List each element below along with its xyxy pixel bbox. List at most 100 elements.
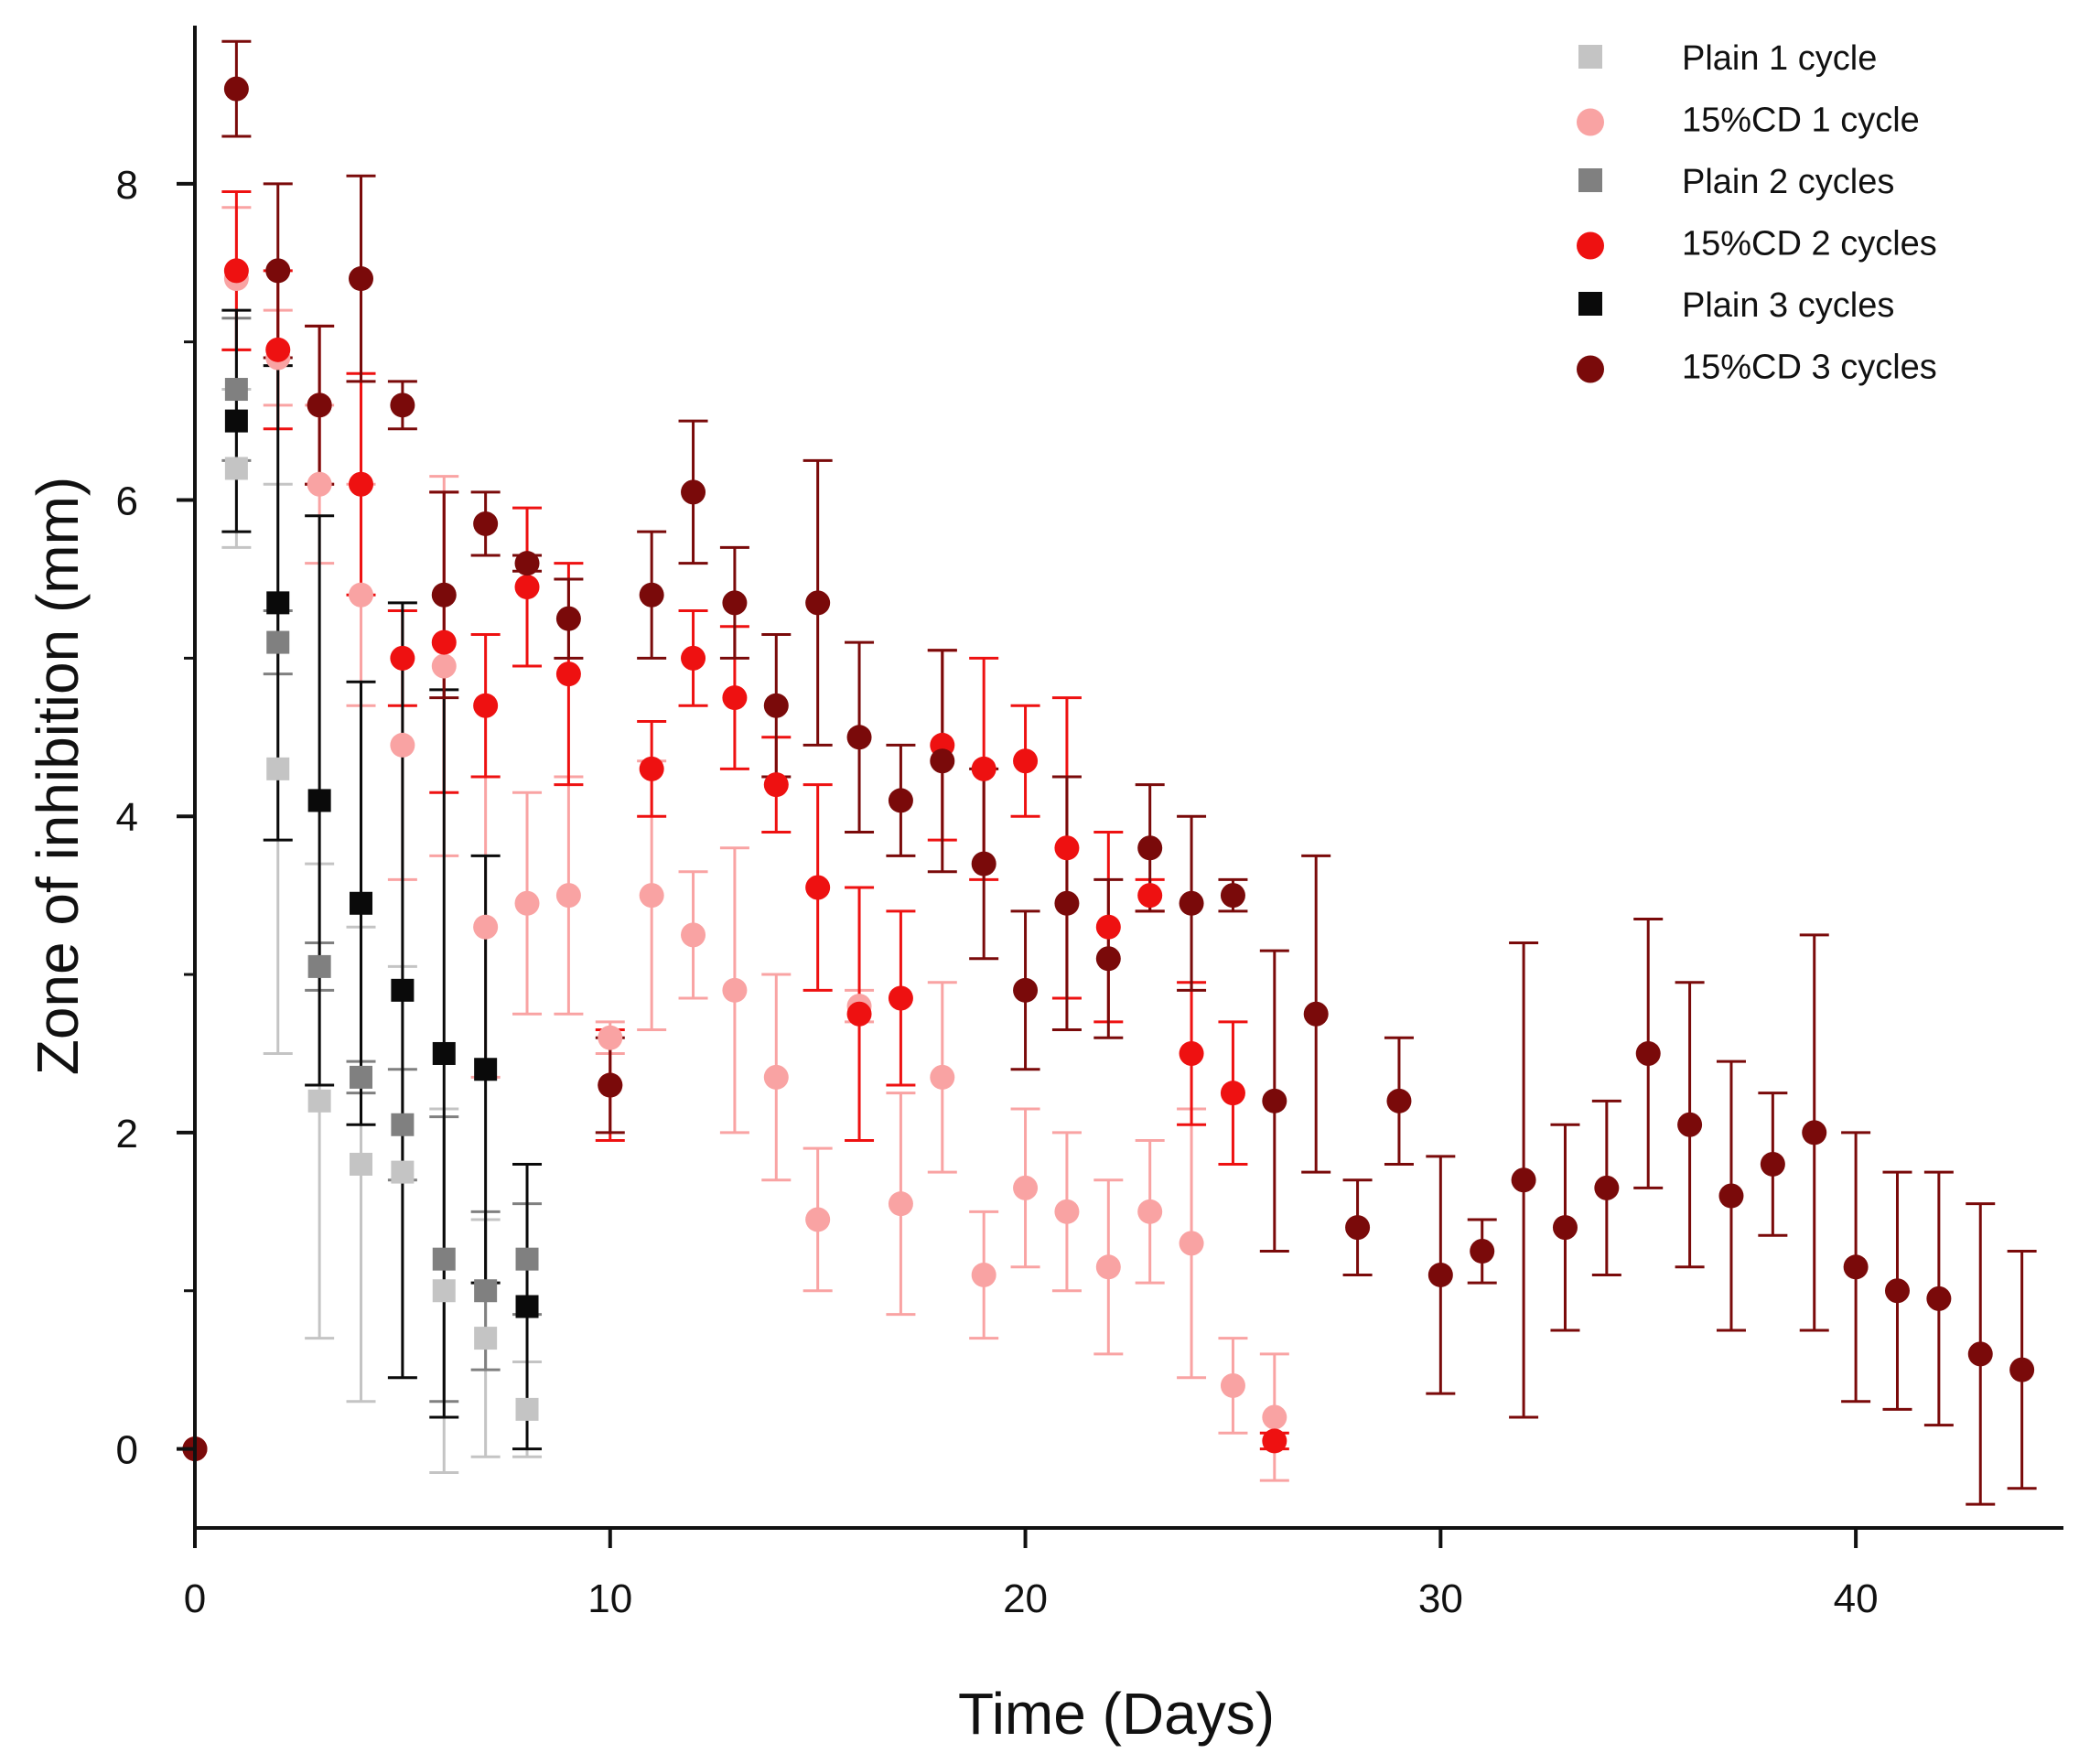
y-axis-ticks: 0 2 4 6 8 <box>116 163 195 1473</box>
15pctcd-2-cycles-point <box>1262 1428 1287 1454</box>
plain-3-cycles-point <box>474 1058 498 1081</box>
15pctcd-2-cycles-point <box>390 645 415 671</box>
15pctcd-3-cycles-point <box>2009 1357 2035 1382</box>
legend-label-15pctcd-2-cycles: 15%CD 2 cycles <box>1682 225 1937 264</box>
15pctcd-3-cycles-point <box>888 788 913 813</box>
15pctcd-3-cycles-point <box>722 590 748 616</box>
15pctcd-1-cycle-point <box>971 1262 996 1287</box>
15pctcd-1-cycle-point <box>1220 1372 1245 1398</box>
15pctcd-1-cycle-point <box>473 914 499 940</box>
15pctcd-3-cycles-point <box>1594 1175 1620 1200</box>
plain-1-cycle-point <box>224 457 248 480</box>
plain-3-cycles-point <box>224 409 248 433</box>
15pctcd-2-cycles-point <box>431 629 457 655</box>
plain-2-cycles-point <box>266 630 290 654</box>
15pctcd-2-cycles-point <box>265 337 291 362</box>
legend-marker-15pctcd-1-cycle <box>1577 108 1604 136</box>
plain-1-cycle-point <box>391 1160 415 1184</box>
plain-1-cycle-point <box>266 757 290 780</box>
plain-1-cycle-point <box>515 1397 539 1421</box>
15pctcd-2-cycles-point <box>888 985 913 1011</box>
15pctcd-3-cycles-point <box>805 590 831 616</box>
y-tick-label: 2 <box>116 1112 138 1156</box>
15pctcd-1-cycle-point <box>1095 1254 1121 1280</box>
15pctcd-2-cycles-point <box>722 685 748 711</box>
15pctcd-3-cycles-point <box>1137 835 1163 861</box>
15pctcd-2-cycles-point <box>1220 1081 1245 1106</box>
x-tick-label: 20 <box>1003 1576 1048 1621</box>
15pctcd-3-cycles-point <box>1013 977 1039 1003</box>
15pctcd-1-cycle-point <box>514 890 540 916</box>
15pctcd-1-cycle-point <box>763 1064 789 1090</box>
plain-3-cycles-point <box>266 591 290 615</box>
15pctcd-3-cycles-point <box>1760 1151 1785 1177</box>
15pctcd-2-cycles-point <box>1054 835 1080 861</box>
y-tick-label: 8 <box>116 163 138 208</box>
plain-3-cycles-point <box>350 891 373 915</box>
15pctcd-2-cycles-point <box>473 693 499 718</box>
y-tick-label: 4 <box>116 795 138 840</box>
15pctcd-1-cycle-point <box>1013 1175 1039 1200</box>
plain-2-cycles-point <box>391 1113 415 1136</box>
15pctcd-3-cycles-point <box>555 606 581 631</box>
y-axis-title: Zone of inhibition (mm) <box>25 477 91 1075</box>
plain-1-cycle-point <box>432 1279 456 1303</box>
plain-2-cycles-point <box>350 1065 373 1089</box>
15pctcd-1-cycle-point <box>431 653 457 679</box>
plain-3-cycles-point <box>515 1295 539 1318</box>
legend-label-15pctcd-1-cycle: 15%CD 1 cycle <box>1682 102 1920 140</box>
legend-marker-15pctcd-3-cycles <box>1577 355 1604 383</box>
15pctcd-3-cycles-point <box>1220 883 1245 909</box>
15pctcd-3-cycles-point <box>1179 890 1204 916</box>
15pctcd-3-cycles-point <box>473 511 499 536</box>
plain-2-cycles-point <box>224 378 248 402</box>
plain-2-cycles-point <box>432 1247 456 1271</box>
15pctcd-2-cycles-point <box>223 258 249 284</box>
x-tick-label: 0 <box>184 1576 206 1621</box>
15pctcd-3-cycles-point <box>1843 1254 1869 1280</box>
plain-3-cycles-point <box>432 1041 456 1065</box>
15pctcd-2-cycles-point <box>1013 748 1039 774</box>
x-axis-title: Time (Days) <box>958 1681 1275 1747</box>
15pctcd-3-cycles-point <box>1926 1285 1952 1311</box>
legend-label-plain-3-cycles: Plain 3 cycles <box>1682 286 1894 325</box>
15pctcd-1-cycle-point <box>555 883 581 909</box>
15pctcd-1-cycle-point <box>390 732 415 758</box>
15pctcd-2-cycles-point <box>971 756 996 781</box>
plain-2-cycles-point <box>474 1279 498 1303</box>
15pctcd-2-cycles-point <box>1137 883 1163 909</box>
data-markers <box>182 76 2035 1462</box>
plain-1-cycle-point <box>474 1327 498 1350</box>
15pctcd-2-cycles-point <box>681 645 706 671</box>
15pctcd-3-cycles-point <box>1303 1001 1329 1027</box>
x-axis-ticks: 0 10 20 30 40 <box>184 1528 1879 1621</box>
x-tick-label: 10 <box>587 1576 632 1621</box>
15pctcd-3-cycles-point <box>681 479 706 505</box>
plain-3-cycles-point <box>391 978 415 1002</box>
15pctcd-2-cycles-point <box>763 772 789 798</box>
plain-3-cycles-point <box>307 789 331 812</box>
y-tick-label: 6 <box>116 479 138 524</box>
15pctcd-2-cycles-point <box>514 575 540 600</box>
15pctcd-3-cycles-point <box>1054 890 1080 916</box>
15pctcd-2-cycles-point <box>846 1001 872 1027</box>
15pctcd-3-cycles-point <box>639 582 664 608</box>
15pctcd-1-cycle-point <box>307 471 332 497</box>
15pctcd-1-cycle-point <box>888 1191 913 1217</box>
15pctcd-1-cycle-point <box>598 1025 623 1050</box>
15pctcd-3-cycles-point <box>349 266 374 292</box>
15pctcd-3-cycles-point <box>265 258 291 284</box>
axes: 0 10 20 30 40 0 2 4 6 8 <box>116 26 2063 1621</box>
15pctcd-2-cycles-point <box>805 875 831 900</box>
legend-label-plain-1-cycle: Plain 1 cycle <box>1682 39 1877 78</box>
15pctcd-3-cycles-point <box>763 693 789 718</box>
15pctcd-3-cycles-point <box>307 393 332 418</box>
15pctcd-2-cycles-point <box>555 662 581 687</box>
15pctcd-1-cycle-point <box>681 922 706 948</box>
15pctcd-3-cycles-point <box>1095 946 1121 972</box>
legend-marker-plain-1-cycle <box>1578 45 1602 69</box>
15pctcd-1-cycle-point <box>639 883 664 909</box>
15pctcd-3-cycles-point <box>390 393 415 418</box>
